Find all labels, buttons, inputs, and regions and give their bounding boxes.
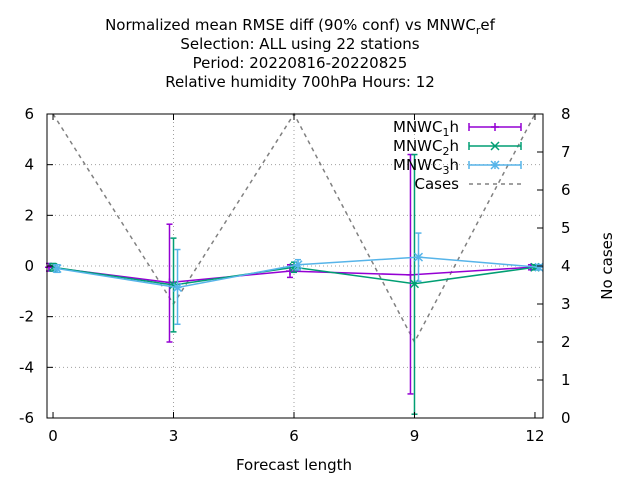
legend-label-1: MNWC1h xyxy=(393,118,459,139)
title-line-3: Period: 20220816-20220825 xyxy=(193,54,408,72)
series-3 xyxy=(52,232,544,326)
data-point xyxy=(406,270,415,279)
x-tick-label: 3 xyxy=(169,427,179,445)
title-line-2: Selection: ALL using 22 stations xyxy=(180,35,419,53)
series-2 xyxy=(48,153,540,415)
legend-marker xyxy=(491,123,499,131)
x-tick-label: 12 xyxy=(525,427,544,445)
y2-tick-label: 0 xyxy=(561,409,571,427)
cases-series xyxy=(52,112,536,344)
title-line-1: Normalized mean RMSE diff (90% conf) vs … xyxy=(105,16,496,37)
y-tick-label: 6 xyxy=(24,105,34,123)
legend-marker xyxy=(490,160,500,170)
legend-label-cases: Cases xyxy=(414,175,459,193)
y-tick-label: 0 xyxy=(24,257,34,275)
y2-tick-label: 1 xyxy=(561,371,571,389)
title-line-4: Relative humidity 700hPa Hours: 12 xyxy=(165,73,435,91)
cases-line xyxy=(52,112,536,344)
y2-tick-label: 8 xyxy=(561,105,571,123)
axis-labels: Forecast length No cases xyxy=(236,232,616,474)
series-layer xyxy=(45,153,544,415)
data-point xyxy=(172,283,183,293)
y2-tick-label: 3 xyxy=(561,295,571,313)
y2-tick-label: 7 xyxy=(561,143,571,161)
series-1 xyxy=(45,153,535,395)
data-point xyxy=(45,263,54,272)
legend-label-2: MNWC2h xyxy=(393,137,459,158)
legend-label-3: MNWC3h xyxy=(393,156,459,177)
data-point xyxy=(52,264,62,274)
x-tick-label: 0 xyxy=(48,427,58,445)
y2-tick-label: 6 xyxy=(561,181,571,199)
y2-axis-label: No cases xyxy=(598,232,616,300)
chart-title: Normalized mean RMSE diff (90% conf) vs … xyxy=(105,16,496,91)
data-point xyxy=(534,262,544,272)
x-axis-label: Forecast length xyxy=(236,456,352,474)
y-tick-label: -6 xyxy=(19,409,34,427)
x-tick-label: 9 xyxy=(410,427,420,445)
y2-tick-label: 4 xyxy=(561,257,571,275)
y-tick-label: -2 xyxy=(19,308,34,326)
y-tick-label: 4 xyxy=(24,156,34,174)
legend-marker xyxy=(490,141,500,151)
y2-tick-label: 2 xyxy=(561,333,571,351)
y-tick-label: 2 xyxy=(24,206,34,224)
y-tick-label: -4 xyxy=(19,358,34,376)
y2-tick-label: 5 xyxy=(561,219,571,237)
data-point xyxy=(413,252,424,262)
x-tick-label: 6 xyxy=(289,427,299,445)
data-point xyxy=(293,260,303,270)
